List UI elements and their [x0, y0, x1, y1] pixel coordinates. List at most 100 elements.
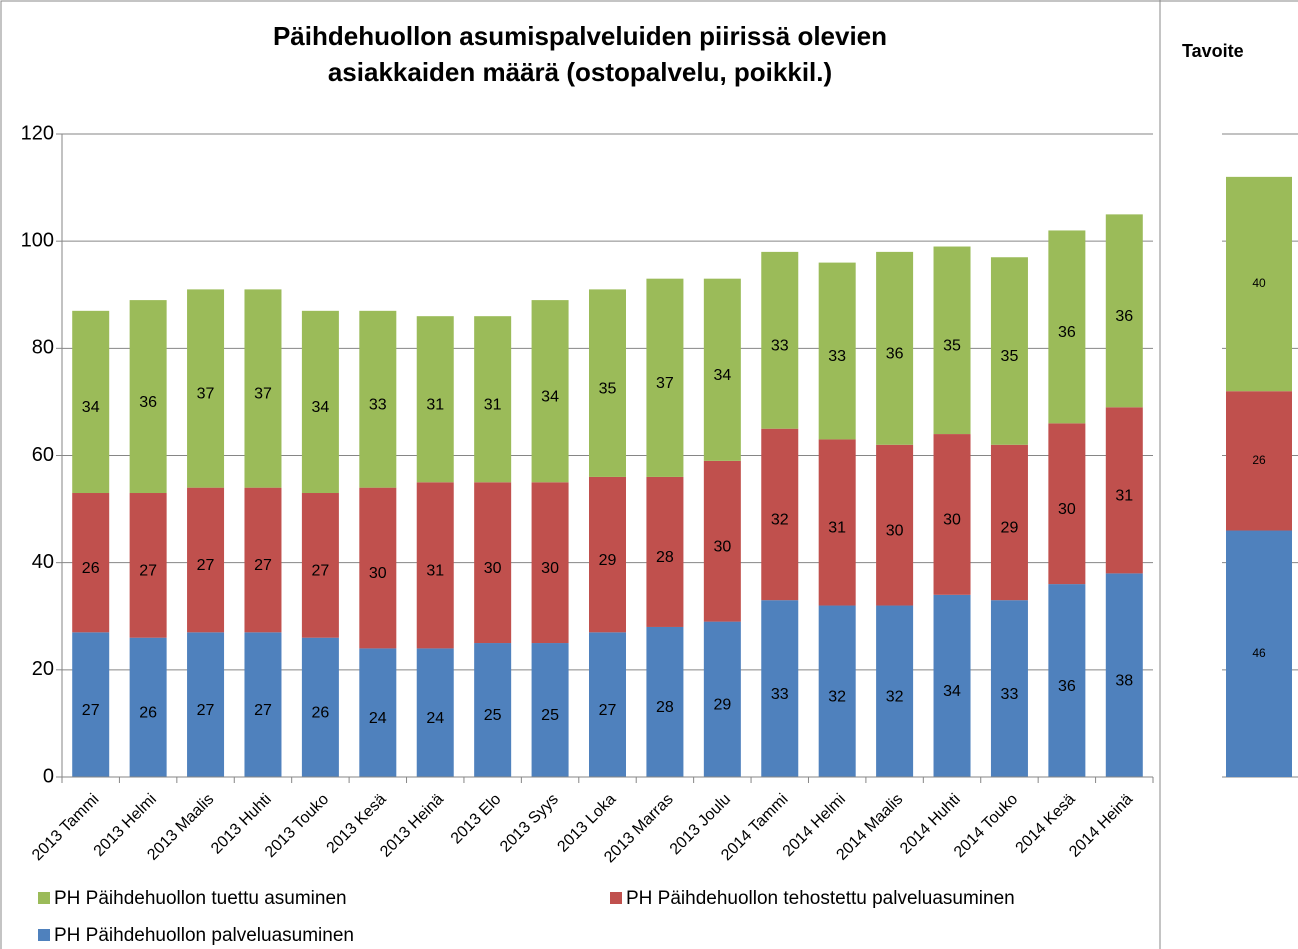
bar-segment: [990, 257, 1028, 445]
bar-segment: [990, 444, 1028, 601]
data-label: 25: [541, 707, 559, 724]
data-label: 24: [369, 710, 387, 727]
data-label: 34: [541, 388, 559, 405]
bar-segment: [301, 637, 339, 777]
bar-segment: [1105, 573, 1143, 777]
data-label: 34: [82, 399, 100, 416]
data-label: 27: [254, 557, 272, 574]
bar-segment: [1226, 391, 1292, 531]
legend-label: PH Päihdehuollon tuettu asuminen: [54, 888, 347, 909]
data-label: 37: [656, 375, 674, 392]
bar-segment: [646, 476, 684, 627]
y-tick-label: 80: [32, 337, 54, 359]
data-label: 26: [82, 560, 100, 577]
data-label: 30: [943, 512, 961, 529]
chart-title: asiakkaiden määrä (ostopalvelu, poikkil.…: [328, 57, 832, 87]
data-label: 27: [254, 702, 272, 719]
data-label: 30: [1058, 501, 1076, 518]
x-tick-label: 2013 Elo: [448, 791, 505, 848]
data-label: 27: [139, 563, 157, 580]
bar-segment: [876, 444, 914, 606]
bar-segment: [1048, 230, 1086, 424]
bar-segment: [589, 289, 626, 477]
data-label: 36: [139, 394, 157, 411]
data-label: 32: [886, 688, 904, 705]
data-label: 35: [599, 380, 617, 397]
bar-segment: [933, 434, 971, 595]
bar-segment: [416, 648, 454, 777]
data-label: 40: [1252, 276, 1266, 290]
bar-segment: [589, 632, 626, 777]
bar-segment: [416, 316, 454, 483]
data-label: 34: [311, 399, 329, 416]
data-label: 33: [771, 686, 789, 703]
bar-segment: [1226, 530, 1292, 777]
bar-segment: [187, 632, 225, 777]
data-label: 32: [828, 688, 846, 705]
chart-title: Päihdehuollon asumispalveluiden piirissä…: [273, 21, 887, 51]
x-tick-label: 2013 Syys: [497, 791, 562, 856]
data-label: 30: [484, 560, 502, 577]
legend-label: PH Päihdehuollon palveluasuminen: [54, 925, 354, 946]
legend-swatch: [38, 892, 50, 904]
bar-segment: [933, 594, 971, 777]
y-tick-label: 120: [21, 122, 54, 144]
bar-segment: [876, 605, 914, 777]
data-label: 31: [426, 396, 444, 413]
bar-segment: [761, 251, 799, 429]
legend-swatch: [38, 929, 50, 941]
bar-segment: [1105, 407, 1143, 574]
data-label: 31: [1115, 488, 1133, 505]
data-label: 27: [197, 557, 215, 574]
data-label: 29: [713, 697, 731, 714]
data-label: 26: [311, 705, 329, 722]
bar-segment: [818, 439, 856, 606]
bar-segment: [72, 493, 110, 633]
data-label: 36: [886, 346, 904, 363]
y-tick-label: 40: [32, 551, 54, 573]
data-label: 29: [599, 552, 617, 569]
bar-segment: [531, 300, 569, 483]
data-label: 30: [541, 560, 559, 577]
legend-label: PH Päihdehuollon tehostettu palveluasumi…: [626, 888, 1015, 909]
data-label: 27: [311, 563, 329, 580]
data-label: 35: [1001, 348, 1019, 365]
bar-segment: [301, 310, 339, 494]
bar-segment: [1226, 176, 1292, 392]
bar-segment: [761, 428, 799, 601]
data-label: 36: [1058, 678, 1076, 695]
bar-segment: [359, 487, 397, 649]
bar-segment: [818, 262, 856, 440]
data-label: 27: [197, 702, 215, 719]
bar-segment: [646, 278, 684, 477]
y-tick-label: 100: [21, 229, 54, 251]
y-tick-label: 60: [32, 444, 54, 466]
bar-segment: [474, 643, 512, 777]
data-label: 26: [139, 705, 157, 722]
data-label: 37: [197, 386, 215, 403]
bar-segment: [359, 310, 397, 488]
bar-segment: [474, 482, 512, 644]
data-label: 30: [713, 538, 731, 555]
bar-segment: [244, 487, 282, 633]
bar-segment: [474, 316, 512, 483]
data-label: 34: [943, 683, 961, 700]
data-label: 25: [484, 707, 502, 724]
bar-segment: [646, 626, 684, 777]
x-tick-label: 2013 Tammi: [29, 791, 102, 864]
bar-segment: [1048, 423, 1086, 585]
data-label: 30: [886, 522, 904, 539]
data-label: 33: [828, 348, 846, 365]
data-label: 30: [369, 565, 387, 582]
data-label: 35: [943, 338, 961, 355]
bar-segment: [990, 600, 1028, 777]
data-label: 33: [771, 338, 789, 355]
legend-swatch: [610, 892, 622, 904]
bar-segment: [703, 621, 741, 777]
bar-segment: [589, 476, 626, 633]
bar-segment: [531, 482, 569, 644]
bar-segment: [244, 289, 282, 488]
data-label: 36: [1058, 324, 1076, 341]
